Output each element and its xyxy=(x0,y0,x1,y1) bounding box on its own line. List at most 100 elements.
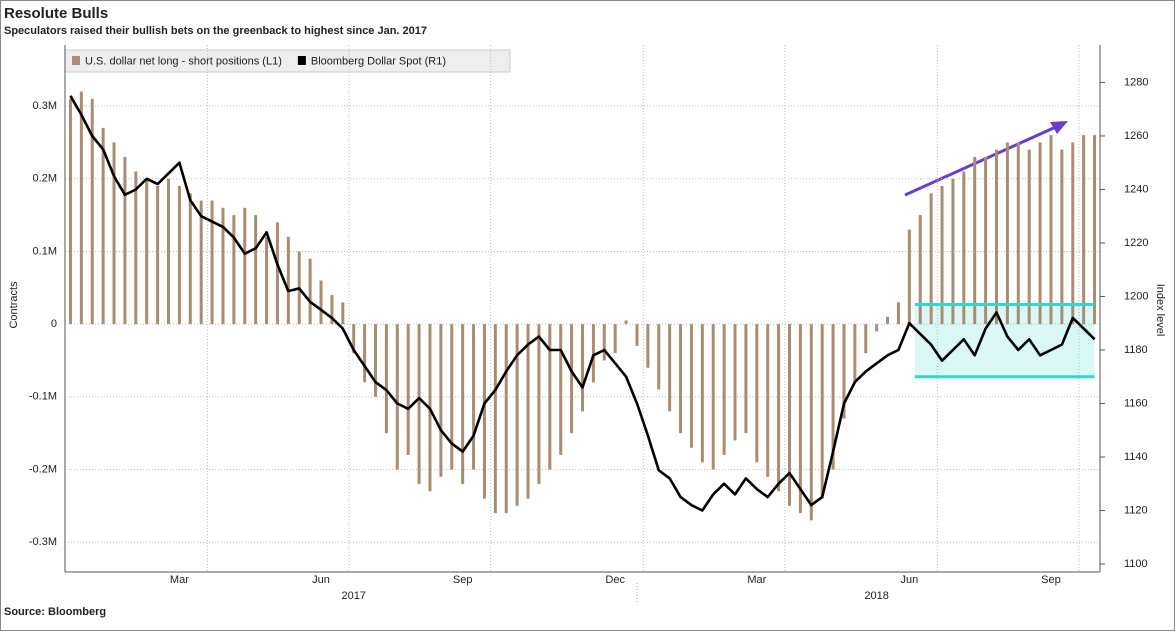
bar xyxy=(831,324,835,470)
x-tick-label: Sep xyxy=(1041,574,1061,586)
bar xyxy=(112,142,116,325)
bar xyxy=(657,324,661,390)
arrow xyxy=(904,124,1059,197)
bar xyxy=(1060,149,1064,325)
bar xyxy=(286,236,290,325)
bar xyxy=(951,178,955,325)
bar xyxy=(820,324,824,499)
bar xyxy=(591,324,595,383)
bar xyxy=(733,324,737,441)
legend-swatch xyxy=(72,56,80,65)
y-tick-label: 0.1M xyxy=(33,245,57,257)
bar xyxy=(450,324,454,470)
source: Source: Bloomberg xyxy=(4,606,106,618)
bar xyxy=(973,156,977,325)
bar xyxy=(559,324,563,455)
x-tick-label: Jun xyxy=(312,574,330,586)
y-tick-label: -0.1M xyxy=(29,391,57,403)
chart-title: Resolute Bulls xyxy=(4,5,108,22)
bar xyxy=(210,200,214,325)
bar xyxy=(744,324,748,434)
bar xyxy=(482,324,486,499)
y2-tick-label: 1120 xyxy=(1124,504,1148,516)
bar xyxy=(766,324,770,477)
x-year-label: 2017 xyxy=(341,590,365,602)
bar xyxy=(374,324,377,397)
bar xyxy=(995,149,998,325)
bar xyxy=(755,324,759,463)
bar xyxy=(439,324,443,477)
bar xyxy=(940,186,944,325)
bar xyxy=(188,193,192,325)
y-axis-label: Contracts xyxy=(8,281,20,329)
bar xyxy=(548,324,552,470)
x-tick-label: Jun xyxy=(900,574,918,586)
y2-tick-label: 1220 xyxy=(1124,237,1148,249)
bar xyxy=(265,236,269,325)
bar xyxy=(472,324,476,470)
bar xyxy=(984,156,988,325)
bar xyxy=(1016,142,1020,325)
bar xyxy=(1049,135,1053,325)
bar xyxy=(123,156,127,325)
bar xyxy=(395,324,399,470)
x-tick-label: Mar xyxy=(170,574,189,586)
bar xyxy=(646,324,650,368)
bar xyxy=(504,324,508,514)
bar xyxy=(145,178,149,325)
bar xyxy=(853,324,857,383)
bar xyxy=(341,302,345,325)
legend-label: Bloomberg Dollar Spot (R1) xyxy=(311,55,446,67)
bar xyxy=(1027,149,1031,325)
bar xyxy=(842,324,846,419)
bar xyxy=(777,324,781,492)
bar xyxy=(134,171,138,325)
bar xyxy=(156,186,160,325)
bar xyxy=(689,324,693,448)
bar xyxy=(232,215,236,325)
bar xyxy=(1005,142,1009,325)
bar xyxy=(417,324,421,485)
bar xyxy=(101,127,105,325)
bar xyxy=(254,215,258,325)
bar xyxy=(363,324,367,383)
bar xyxy=(275,222,279,325)
bar xyxy=(581,324,584,412)
legend-label: U.S. dollar net long - short positions (… xyxy=(85,55,282,67)
bar xyxy=(788,324,791,506)
chart-subtitle: Speculators raised their bullish bets on… xyxy=(4,25,427,37)
bar xyxy=(668,324,672,412)
bar xyxy=(493,324,497,514)
bar xyxy=(613,324,617,354)
bar xyxy=(461,324,465,485)
bar xyxy=(243,207,247,325)
bar xyxy=(918,215,922,325)
bar xyxy=(602,324,606,361)
y2-tick-label: 1180 xyxy=(1124,344,1148,356)
bar xyxy=(1071,142,1075,325)
bar xyxy=(624,320,628,325)
bar xyxy=(886,316,890,325)
arrow-head xyxy=(1050,121,1068,134)
y2-tick-label: 1140 xyxy=(1124,451,1148,463)
line xyxy=(69,95,1096,512)
y2-tick-label: 1160 xyxy=(1124,397,1148,409)
y-tick-label: 0.2M xyxy=(33,173,57,185)
bar xyxy=(221,207,225,325)
bar xyxy=(79,91,83,325)
bar xyxy=(352,324,356,354)
bar xyxy=(1038,142,1042,325)
bar xyxy=(679,324,683,434)
x-year-label: 2018 xyxy=(864,590,888,602)
bar xyxy=(90,98,94,325)
y2-tick-label: 1200 xyxy=(1124,290,1148,302)
bar xyxy=(711,324,715,470)
bar xyxy=(635,324,639,346)
bar xyxy=(199,200,203,325)
legend-swatch xyxy=(297,56,306,65)
bar xyxy=(167,178,170,325)
y2-axis-label: Index level xyxy=(1154,284,1166,337)
bar xyxy=(537,324,541,485)
